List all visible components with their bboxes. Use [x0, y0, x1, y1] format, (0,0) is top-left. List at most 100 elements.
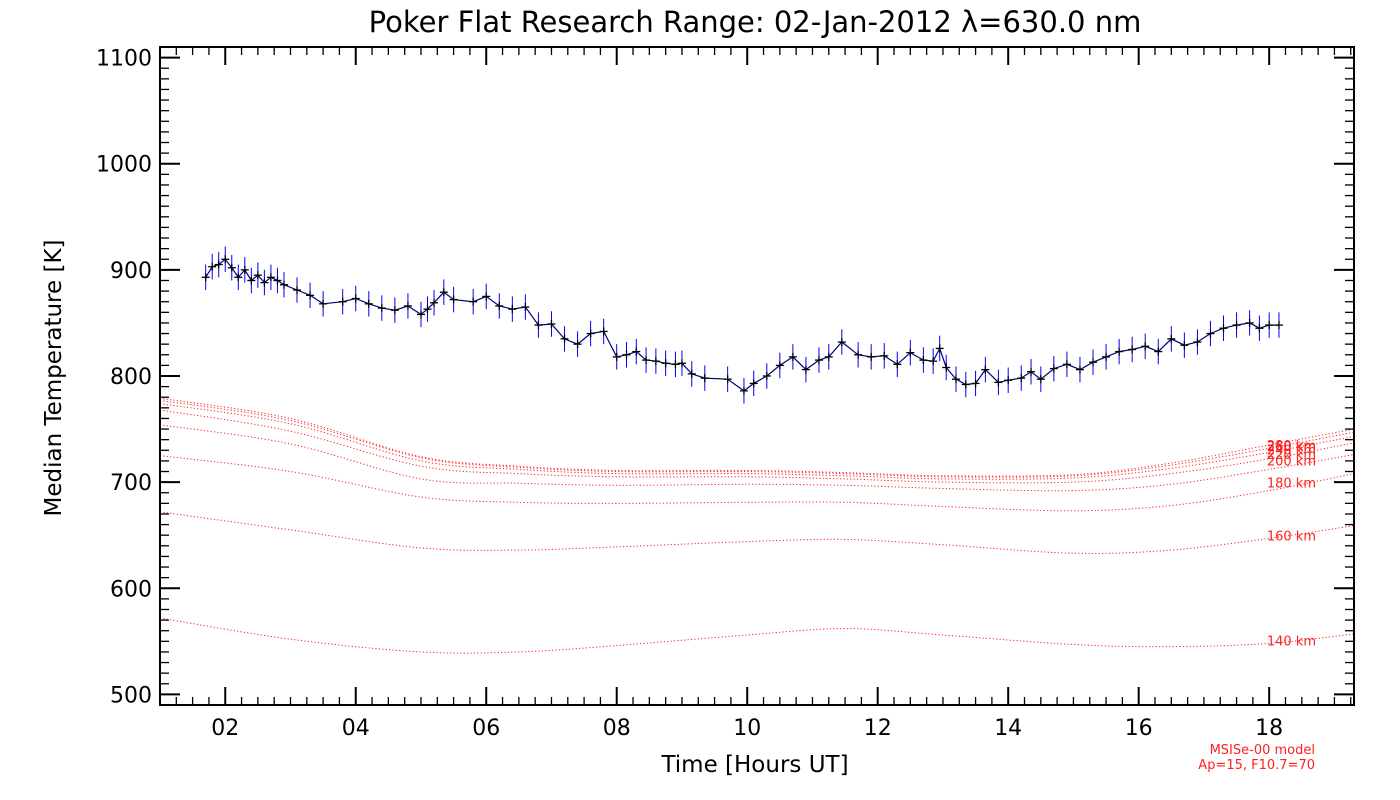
data-point — [430, 290, 439, 316]
data-point — [573, 331, 582, 357]
x-axis-label: Time [Hours UT] — [660, 752, 848, 778]
model-curve-180-km — [159, 455, 1355, 512]
data-point — [273, 267, 282, 294]
data-point — [221, 246, 230, 272]
y-tick-label: 1000 — [96, 153, 152, 178]
x-tick-label: 08 — [603, 716, 631, 741]
model-label-160-km: 160 km — [1267, 529, 1316, 544]
data-point — [1141, 333, 1150, 360]
data-point — [247, 267, 256, 294]
data-point — [351, 285, 360, 312]
model-curve-240-km — [159, 403, 1355, 480]
data-point — [1265, 312, 1274, 338]
data-point — [279, 271, 288, 298]
data-point — [867, 344, 876, 370]
data-point — [854, 342, 863, 368]
y-tick-label: 500 — [110, 683, 152, 708]
data-point — [837, 329, 846, 355]
data-point — [749, 370, 758, 397]
plot-frame — [159, 46, 1355, 706]
data-point — [266, 264, 275, 291]
data-point — [1245, 310, 1254, 336]
y-tick-label: 700 — [110, 471, 152, 496]
data-point — [1102, 344, 1111, 370]
data-point — [240, 257, 249, 283]
data-point — [208, 253, 217, 280]
data-point — [586, 320, 595, 347]
data-point — [1017, 365, 1026, 391]
model-label-260-km: 260 km — [1267, 440, 1316, 455]
data-point — [495, 293, 504, 319]
data-point — [687, 361, 696, 387]
data-point — [423, 296, 432, 322]
measured-series — [201, 246, 1283, 404]
y-tick-label: 600 — [110, 577, 152, 602]
x-tick-label: 14 — [994, 716, 1022, 741]
data-point — [723, 366, 732, 392]
data-point — [1255, 315, 1264, 341]
model-label-140-km: 140 km — [1267, 634, 1316, 649]
x-tick-label: 10 — [733, 716, 761, 741]
data-point — [824, 344, 833, 370]
data-point — [677, 350, 686, 376]
data-point — [632, 338, 641, 365]
data-point — [642, 347, 651, 373]
data-point — [1232, 312, 1241, 338]
data-point — [880, 343, 889, 369]
model-curve-260-km — [159, 399, 1355, 478]
data-point — [1206, 320, 1215, 347]
data-point — [971, 370, 980, 397]
data-point — [1049, 355, 1058, 382]
data-point — [788, 344, 797, 370]
data-point — [449, 286, 458, 313]
data-point — [599, 318, 608, 345]
data-point — [981, 356, 990, 383]
data-point — [1004, 367, 1013, 393]
data-point — [1128, 336, 1137, 363]
data-point — [961, 371, 970, 398]
data-point — [560, 326, 569, 352]
data-point — [700, 365, 709, 391]
data-point — [1193, 329, 1202, 355]
model-curve-140-km — [159, 617, 1355, 654]
data-point — [919, 347, 928, 373]
data-point — [306, 282, 315, 309]
data-point — [622, 342, 631, 368]
data-point — [338, 288, 347, 315]
model-label-200-km: 200 km — [1267, 454, 1316, 469]
y-tick-label: 800 — [110, 365, 152, 390]
data-point — [416, 301, 425, 328]
model-curve-220-km — [159, 409, 1355, 484]
data-point — [214, 251, 223, 278]
data-point — [1075, 356, 1084, 383]
data-point — [929, 348, 938, 374]
model-label-240-km: 240 km — [1267, 443, 1316, 458]
data-point — [775, 352, 784, 379]
data-point — [671, 351, 680, 378]
x-tick-label: 12 — [864, 716, 892, 741]
data-point — [1219, 315, 1228, 341]
model-label-220-km: 220 km — [1267, 448, 1316, 463]
data-point — [739, 378, 748, 404]
data-point — [1274, 312, 1283, 338]
x-tick-label: 18 — [1255, 716, 1283, 741]
y-tick-label: 900 — [110, 259, 152, 284]
data-point — [390, 297, 399, 323]
data-point — [521, 294, 530, 320]
axes: 02 04 06 08 10 12 14 16 18 500 600 700 800 900 1000 110… — [96, 46, 1354, 741]
data-point — [814, 347, 823, 373]
y-axis-label: Median Temperature [K] — [41, 240, 67, 517]
data-point — [952, 366, 960, 392]
data-point — [293, 277, 302, 303]
model-curve-160-km — [159, 511, 1355, 554]
data-point — [1036, 366, 1045, 392]
data-point — [260, 269, 269, 296]
model-label-280-km: 280 km — [1267, 439, 1316, 454]
data-point — [661, 350, 670, 376]
data-point — [253, 262, 262, 288]
data-point — [612, 344, 621, 370]
data-point — [1089, 349, 1098, 375]
model-label-180-km: 180 km — [1267, 477, 1316, 492]
